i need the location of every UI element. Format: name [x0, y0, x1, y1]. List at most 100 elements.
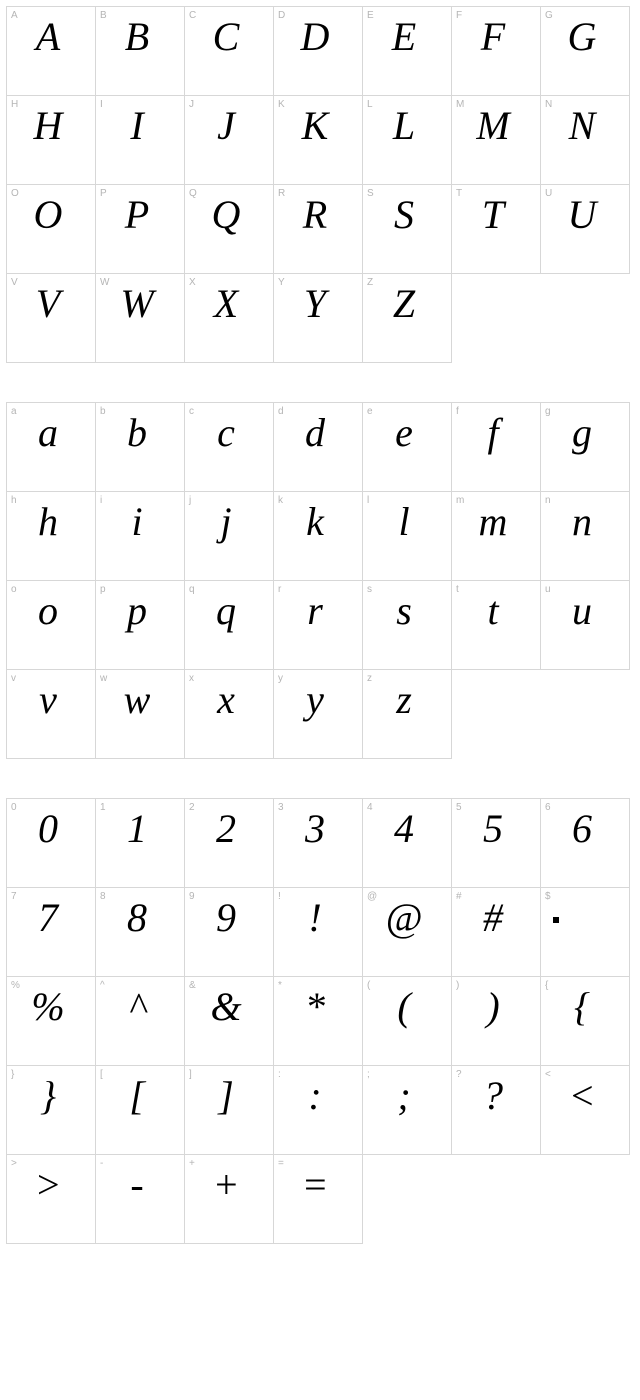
char-cell: TT: [451, 184, 541, 274]
char-glyph: I: [96, 104, 178, 148]
char-glyph: A: [7, 15, 89, 59]
char-cell: XX: [184, 273, 274, 363]
char-glyph: (: [363, 985, 445, 1029]
char-cell: HH: [6, 95, 96, 185]
char-glyph: W: [96, 282, 178, 326]
char-cell: 66: [540, 798, 630, 888]
char-glyph: E: [363, 15, 445, 59]
char-glyph: a: [7, 411, 89, 455]
char-cell: yy: [273, 669, 363, 759]
char-map-section-uppercase: AABBCCDDEEFFGGHHIIJJKKLLMMNNOOPPQQRRSSTT…: [6, 6, 634, 362]
char-glyph: X: [185, 282, 267, 326]
char-cell: SS: [362, 184, 452, 274]
char-glyph: Z: [363, 282, 445, 326]
char-glyph: +: [185, 1163, 267, 1207]
char-glyph: c: [185, 411, 267, 455]
char-cell: cc: [184, 402, 274, 492]
char-cell: <<: [540, 1065, 630, 1155]
char-glyph: V: [7, 282, 89, 326]
char-glyph: D: [274, 15, 356, 59]
char-cell: 77: [6, 887, 96, 977]
char-glyph: k: [274, 500, 356, 544]
char-glyph: b: [96, 411, 178, 455]
char-cell: ZZ: [362, 273, 452, 363]
char-glyph: &: [185, 985, 267, 1029]
char-glyph: O: [7, 193, 89, 237]
char-glyph: e: [363, 411, 445, 455]
char-cell: JJ: [184, 95, 274, 185]
char-glyph: s: [363, 589, 445, 633]
char-cell: ss: [362, 580, 452, 670]
char-cell: uu: [540, 580, 630, 670]
char-cell: YY: [273, 273, 363, 363]
char-cell: &&: [184, 976, 274, 1066]
char-glyph: >: [7, 1163, 89, 1207]
char-cell: qq: [184, 580, 274, 670]
char-cell: zz: [362, 669, 452, 759]
char-cell: oo: [6, 580, 96, 670]
char-cell: bb: [95, 402, 185, 492]
char-cell: NN: [540, 95, 630, 185]
char-cell: }}: [6, 1065, 96, 1155]
char-cell: MM: [451, 95, 541, 185]
char-glyph: R: [274, 193, 356, 237]
char-cell: jj: [184, 491, 274, 581]
char-glyph: m: [452, 500, 534, 544]
char-cell: QQ: [184, 184, 274, 274]
char-glyph: P: [96, 193, 178, 237]
char-cell: ^^: [95, 976, 185, 1066]
char-cell: 22: [184, 798, 274, 888]
char-glyph: q: [185, 589, 267, 633]
char-glyph: 1: [96, 807, 178, 851]
char-glyph: 6: [541, 807, 623, 851]
char-glyph: l: [363, 500, 445, 544]
char-glyph: }: [7, 1074, 89, 1118]
char-glyph: 3: [274, 807, 356, 851]
char-cell: 00: [6, 798, 96, 888]
char-glyph: Y: [274, 282, 356, 326]
char-glyph: i: [96, 500, 178, 544]
char-cell: ==: [273, 1154, 363, 1244]
char-glyph: p: [96, 589, 178, 633]
char-cell: tt: [451, 580, 541, 670]
char-cell: KK: [273, 95, 363, 185]
char-glyph: <: [541, 1074, 623, 1118]
char-glyph: d: [274, 411, 356, 455]
char-glyph: G: [541, 15, 623, 59]
char-glyph: o: [7, 589, 89, 633]
char-cell: pp: [95, 580, 185, 670]
char-glyph: !: [274, 896, 356, 940]
char-glyph: N: [541, 104, 623, 148]
char-cell: 99: [184, 887, 274, 977]
char-glyph: U: [541, 193, 623, 237]
char-cell: gg: [540, 402, 630, 492]
char-glyph: n: [541, 500, 623, 544]
char-glyph: ^: [96, 985, 178, 1029]
char-glyph: 8: [96, 896, 178, 940]
char-glyph: F: [452, 15, 534, 59]
char-glyph: H: [7, 104, 89, 148]
char-cell: WW: [95, 273, 185, 363]
char-cell: DD: [273, 6, 363, 96]
char-cell: $: [540, 887, 630, 977]
char-cell: ++: [184, 1154, 274, 1244]
char-glyph: ;: [363, 1074, 445, 1118]
char-glyph: ): [452, 985, 534, 1029]
char-cell: EE: [362, 6, 452, 96]
char-glyph: :: [274, 1074, 356, 1118]
char-glyph: %: [7, 985, 89, 1029]
char-cell: vv: [6, 669, 96, 759]
char-cell: ::: [273, 1065, 363, 1155]
char-cell: nn: [540, 491, 630, 581]
char-glyph: Q: [185, 193, 267, 237]
char-cell: mm: [451, 491, 541, 581]
character-map-root: AABBCCDDEEFFGGHHIIJJKKLLMMNNOOPPQQRRSSTT…: [6, 6, 634, 1243]
char-cell: ww: [95, 669, 185, 759]
char-cell: --: [95, 1154, 185, 1244]
char-glyph: 0: [7, 807, 89, 851]
char-glyph: r: [274, 589, 356, 633]
char-glyph: *: [274, 985, 356, 1029]
char-cell: ff: [451, 402, 541, 492]
char-cell: ##: [451, 887, 541, 977]
char-glyph: =: [274, 1163, 356, 1207]
